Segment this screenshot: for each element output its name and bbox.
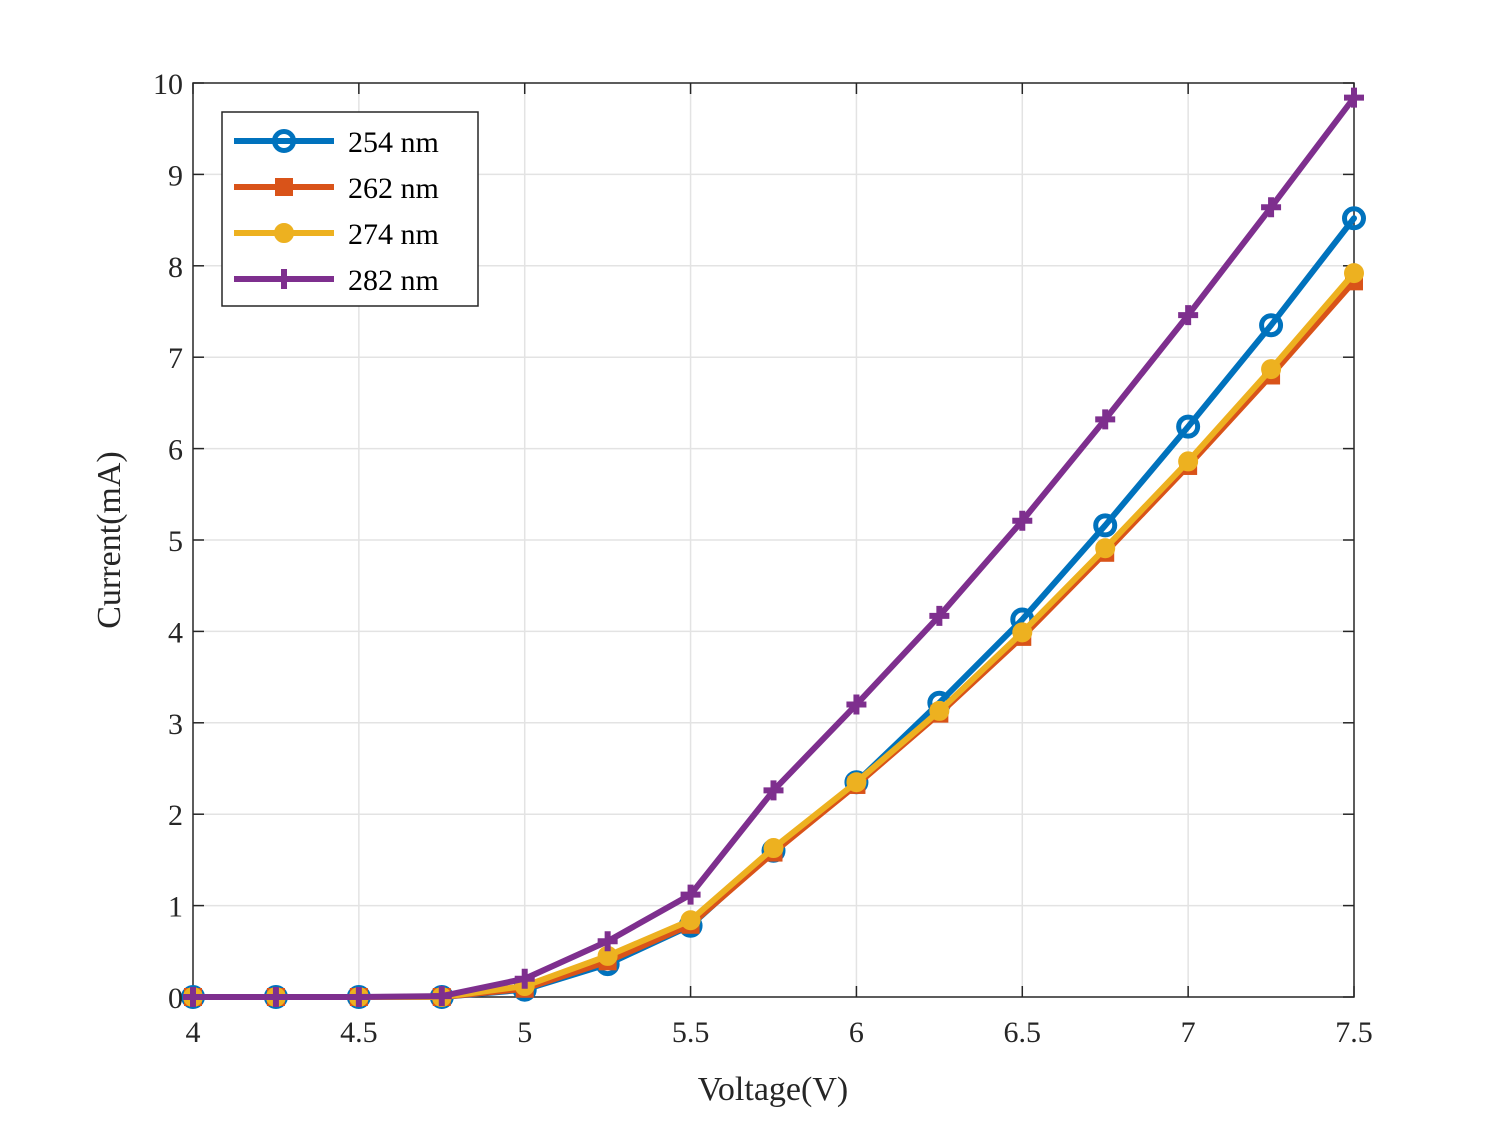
data-point <box>1344 87 1364 108</box>
y-tick-label: 7 <box>168 342 183 375</box>
x-tick-label: 5 <box>517 1016 532 1049</box>
y-tick-label: 10 <box>153 68 183 101</box>
data-point <box>929 605 950 626</box>
legend-marker <box>275 178 293 196</box>
data-point <box>265 987 286 1007</box>
legend-label: 282 nm <box>348 264 439 297</box>
x-axis-label: Voltage(V) <box>698 1071 848 1108</box>
y-tick-label: 0 <box>168 982 183 1015</box>
data-point <box>1012 622 1033 643</box>
data-point <box>1176 414 1201 439</box>
legend-marker <box>274 223 294 243</box>
data-point <box>514 968 535 989</box>
legend-label: 254 nm <box>348 126 439 159</box>
data-point <box>1342 206 1366 231</box>
legend-label: 262 nm <box>348 172 439 205</box>
x-tick-label: 4.5 <box>340 1016 378 1049</box>
data-point <box>431 986 452 1007</box>
legend-item: 282 nm <box>234 264 439 297</box>
y-tick-label: 6 <box>168 434 183 467</box>
y-tick-label: 5 <box>168 525 183 558</box>
y-axis-label: Current(mA) <box>91 451 128 629</box>
legend-marker <box>272 129 296 153</box>
data-point <box>348 987 369 1007</box>
legend-item: 262 nm <box>234 172 439 205</box>
data-point <box>680 910 701 931</box>
grid-lines <box>193 83 1354 997</box>
legend-marker <box>274 269 294 289</box>
data-point <box>1093 513 1118 538</box>
data-point <box>929 700 950 721</box>
data-point <box>1095 538 1116 559</box>
x-tick-label: 5.5 <box>672 1016 710 1049</box>
x-tick-label: 6 <box>849 1016 864 1049</box>
x-tick-label: 7.5 <box>1335 1016 1373 1049</box>
data-point <box>846 772 867 793</box>
legend-box <box>221 111 479 307</box>
data-point <box>1261 359 1282 380</box>
data-point <box>846 694 867 715</box>
legend-label: 274 nm <box>348 218 439 251</box>
y-tick-label: 4 <box>168 616 183 649</box>
data-point <box>680 884 701 905</box>
legend-item: 254 nm <box>234 126 439 159</box>
data-point <box>1095 409 1116 430</box>
x-tick-label: 7 <box>1181 1016 1196 1049</box>
data-point <box>763 780 784 801</box>
series-group <box>181 87 1366 1009</box>
data-point <box>1012 510 1033 531</box>
y-tick-label: 8 <box>168 251 183 284</box>
data-point <box>597 931 618 952</box>
data-point <box>1261 197 1282 218</box>
y-tick-label: 9 <box>168 159 183 192</box>
axes <box>192 82 1355 998</box>
y-tick-label: 2 <box>168 799 183 832</box>
data-point <box>1344 263 1364 284</box>
data-point <box>1178 305 1199 326</box>
data-point <box>1178 451 1199 472</box>
y-tick-label: 1 <box>168 891 183 924</box>
data-point <box>763 838 784 859</box>
tick-labels: 4 4.5 5 5.5 6 6.5 7 7.5 0 1 2 3 4 5 6 7 8 9 10 <box>153 68 1373 1049</box>
x-tick-label: 4 <box>186 1016 201 1049</box>
series-282-nm <box>183 87 1364 1007</box>
legend: 254 nm 262 nm 274 nm 282 nm <box>221 111 479 307</box>
data-point <box>183 987 203 1007</box>
x-tick-label: 6.5 <box>1004 1016 1042 1049</box>
y-tick-label: 3 <box>168 708 183 741</box>
data-point <box>1259 313 1284 338</box>
legend-item: 274 nm <box>234 218 439 251</box>
